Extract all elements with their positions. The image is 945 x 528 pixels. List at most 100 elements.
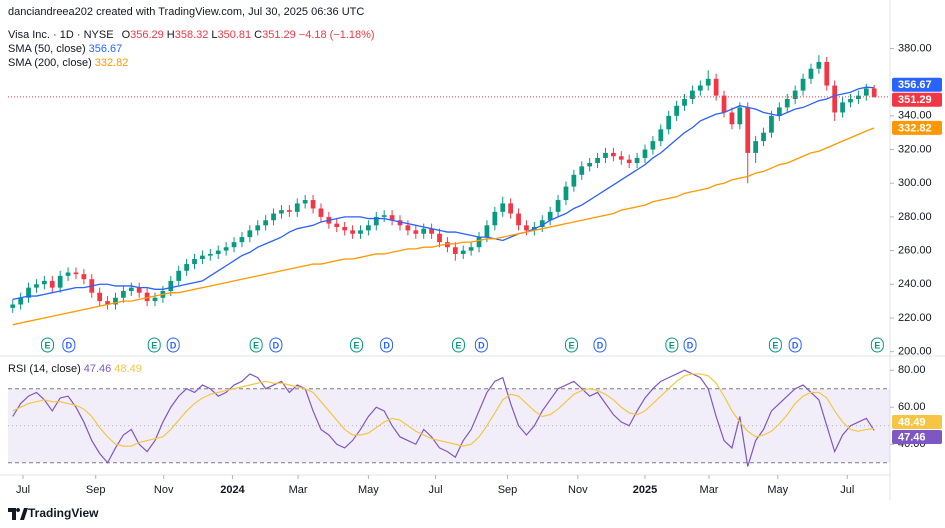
candle-body xyxy=(81,274,87,280)
event-marker xyxy=(593,337,607,353)
candle-body xyxy=(57,275,63,288)
price-badge xyxy=(892,120,942,135)
candle-body xyxy=(547,211,553,221)
candle-body xyxy=(152,297,158,302)
price-badge xyxy=(892,92,942,107)
candle-body xyxy=(200,255,205,259)
rsi-legend: RSI (14, close) 47.46 48.49 xyxy=(8,362,145,376)
x-tick-label: Sep xyxy=(86,484,106,496)
candle-body xyxy=(792,90,798,99)
event-label: E xyxy=(45,340,51,350)
event-marker xyxy=(269,337,283,353)
price-badge-label: 48.49 xyxy=(898,416,926,428)
candle-body xyxy=(642,149,648,158)
candle-body xyxy=(49,280,55,288)
candle-body xyxy=(405,225,411,231)
candle-body xyxy=(563,186,569,201)
event-marker xyxy=(147,337,161,353)
event-label: E xyxy=(354,340,360,350)
candle-body xyxy=(334,223,340,227)
candle-body xyxy=(358,230,363,234)
ohlc-value: 350.81 xyxy=(217,29,252,41)
ohlc-value: 351.29 xyxy=(262,29,296,41)
candle-body xyxy=(279,210,284,214)
x-tick-label: Nov xyxy=(568,484,588,496)
candle-body xyxy=(73,272,79,275)
y-tick-label: 240.00 xyxy=(898,278,932,290)
event-marker xyxy=(683,337,697,353)
y-tick-label: 60.00 xyxy=(898,401,926,413)
candle-body xyxy=(500,203,506,212)
candle-body xyxy=(863,88,869,96)
event-label: E xyxy=(151,340,157,350)
candle-body xyxy=(381,215,387,217)
candle-body xyxy=(697,85,703,91)
candle-body xyxy=(658,129,664,142)
x-tick-label: 2025 xyxy=(633,484,657,496)
x-tick-label: Jul xyxy=(16,484,30,496)
candle-body xyxy=(389,215,395,221)
candle-body xyxy=(255,225,261,231)
candle-body xyxy=(397,220,403,226)
candle-body xyxy=(729,112,735,125)
ohlc-value: 356.29 xyxy=(130,29,164,41)
candle-body xyxy=(144,292,150,302)
candle-body xyxy=(105,301,110,305)
event-label: E xyxy=(253,340,259,350)
candle-body xyxy=(437,233,442,243)
tv-logo: TradingView xyxy=(8,506,99,520)
candle-body xyxy=(571,174,577,187)
event-label: D xyxy=(66,340,73,350)
candle-body xyxy=(34,284,39,288)
candle-body xyxy=(579,166,585,175)
candle-body xyxy=(611,152,616,157)
event-label: D xyxy=(170,340,177,350)
candle-body xyxy=(192,259,197,265)
price-badge-label: 332.82 xyxy=(898,122,932,134)
indicator-name: RSI (14, close) xyxy=(8,363,81,375)
series-line xyxy=(12,86,875,301)
ohlc-letter: L xyxy=(211,29,218,41)
candle-body xyxy=(516,213,521,226)
x-tick-label: Sep xyxy=(498,484,518,496)
event-label: D xyxy=(273,340,280,350)
ohlc-letter: C xyxy=(254,29,263,41)
candle-body xyxy=(650,141,656,150)
price-legend: Visa Inc. · 1D · NYSE O356.29 H358.32 L350.… xyxy=(8,28,378,42)
candle-body xyxy=(713,78,719,96)
indicator-value: 356.67 xyxy=(88,43,123,55)
candle-body xyxy=(113,297,118,305)
candle-body xyxy=(603,152,608,158)
ohlc-letter: H xyxy=(166,29,175,41)
event-marker xyxy=(451,337,465,353)
candle-body xyxy=(634,157,640,163)
candle-body xyxy=(816,61,822,69)
event-marker xyxy=(380,337,394,353)
y-tick-label: 320.00 xyxy=(898,143,932,155)
event-marker xyxy=(788,337,802,353)
candle-body xyxy=(721,95,727,113)
sma200-legend: SMA (200, close) 332.82 xyxy=(8,56,131,70)
event-label: D xyxy=(383,340,390,350)
x-tick-label: Mar xyxy=(289,484,308,496)
candle-body xyxy=(468,247,474,251)
indicator-value: 48.49 xyxy=(114,363,142,375)
candle-body xyxy=(705,78,711,86)
event-label: E xyxy=(669,340,675,350)
price-badge xyxy=(892,414,942,429)
candle-body xyxy=(824,61,830,86)
event-marker xyxy=(166,337,180,353)
event-label: D xyxy=(687,340,694,350)
x-tick-label: Jul xyxy=(429,484,443,496)
event-marker xyxy=(350,337,364,353)
candle-body xyxy=(286,210,292,212)
x-tick-label: Nov xyxy=(154,484,174,496)
event-marker xyxy=(665,337,679,353)
candle-body xyxy=(492,211,498,226)
y-tick-label: 380.00 xyxy=(898,42,932,54)
candle-body xyxy=(231,242,237,248)
y-tick-label: 260.00 xyxy=(898,244,932,256)
candle-body xyxy=(271,213,276,221)
candle-body xyxy=(421,228,427,234)
candle-body xyxy=(587,163,593,167)
